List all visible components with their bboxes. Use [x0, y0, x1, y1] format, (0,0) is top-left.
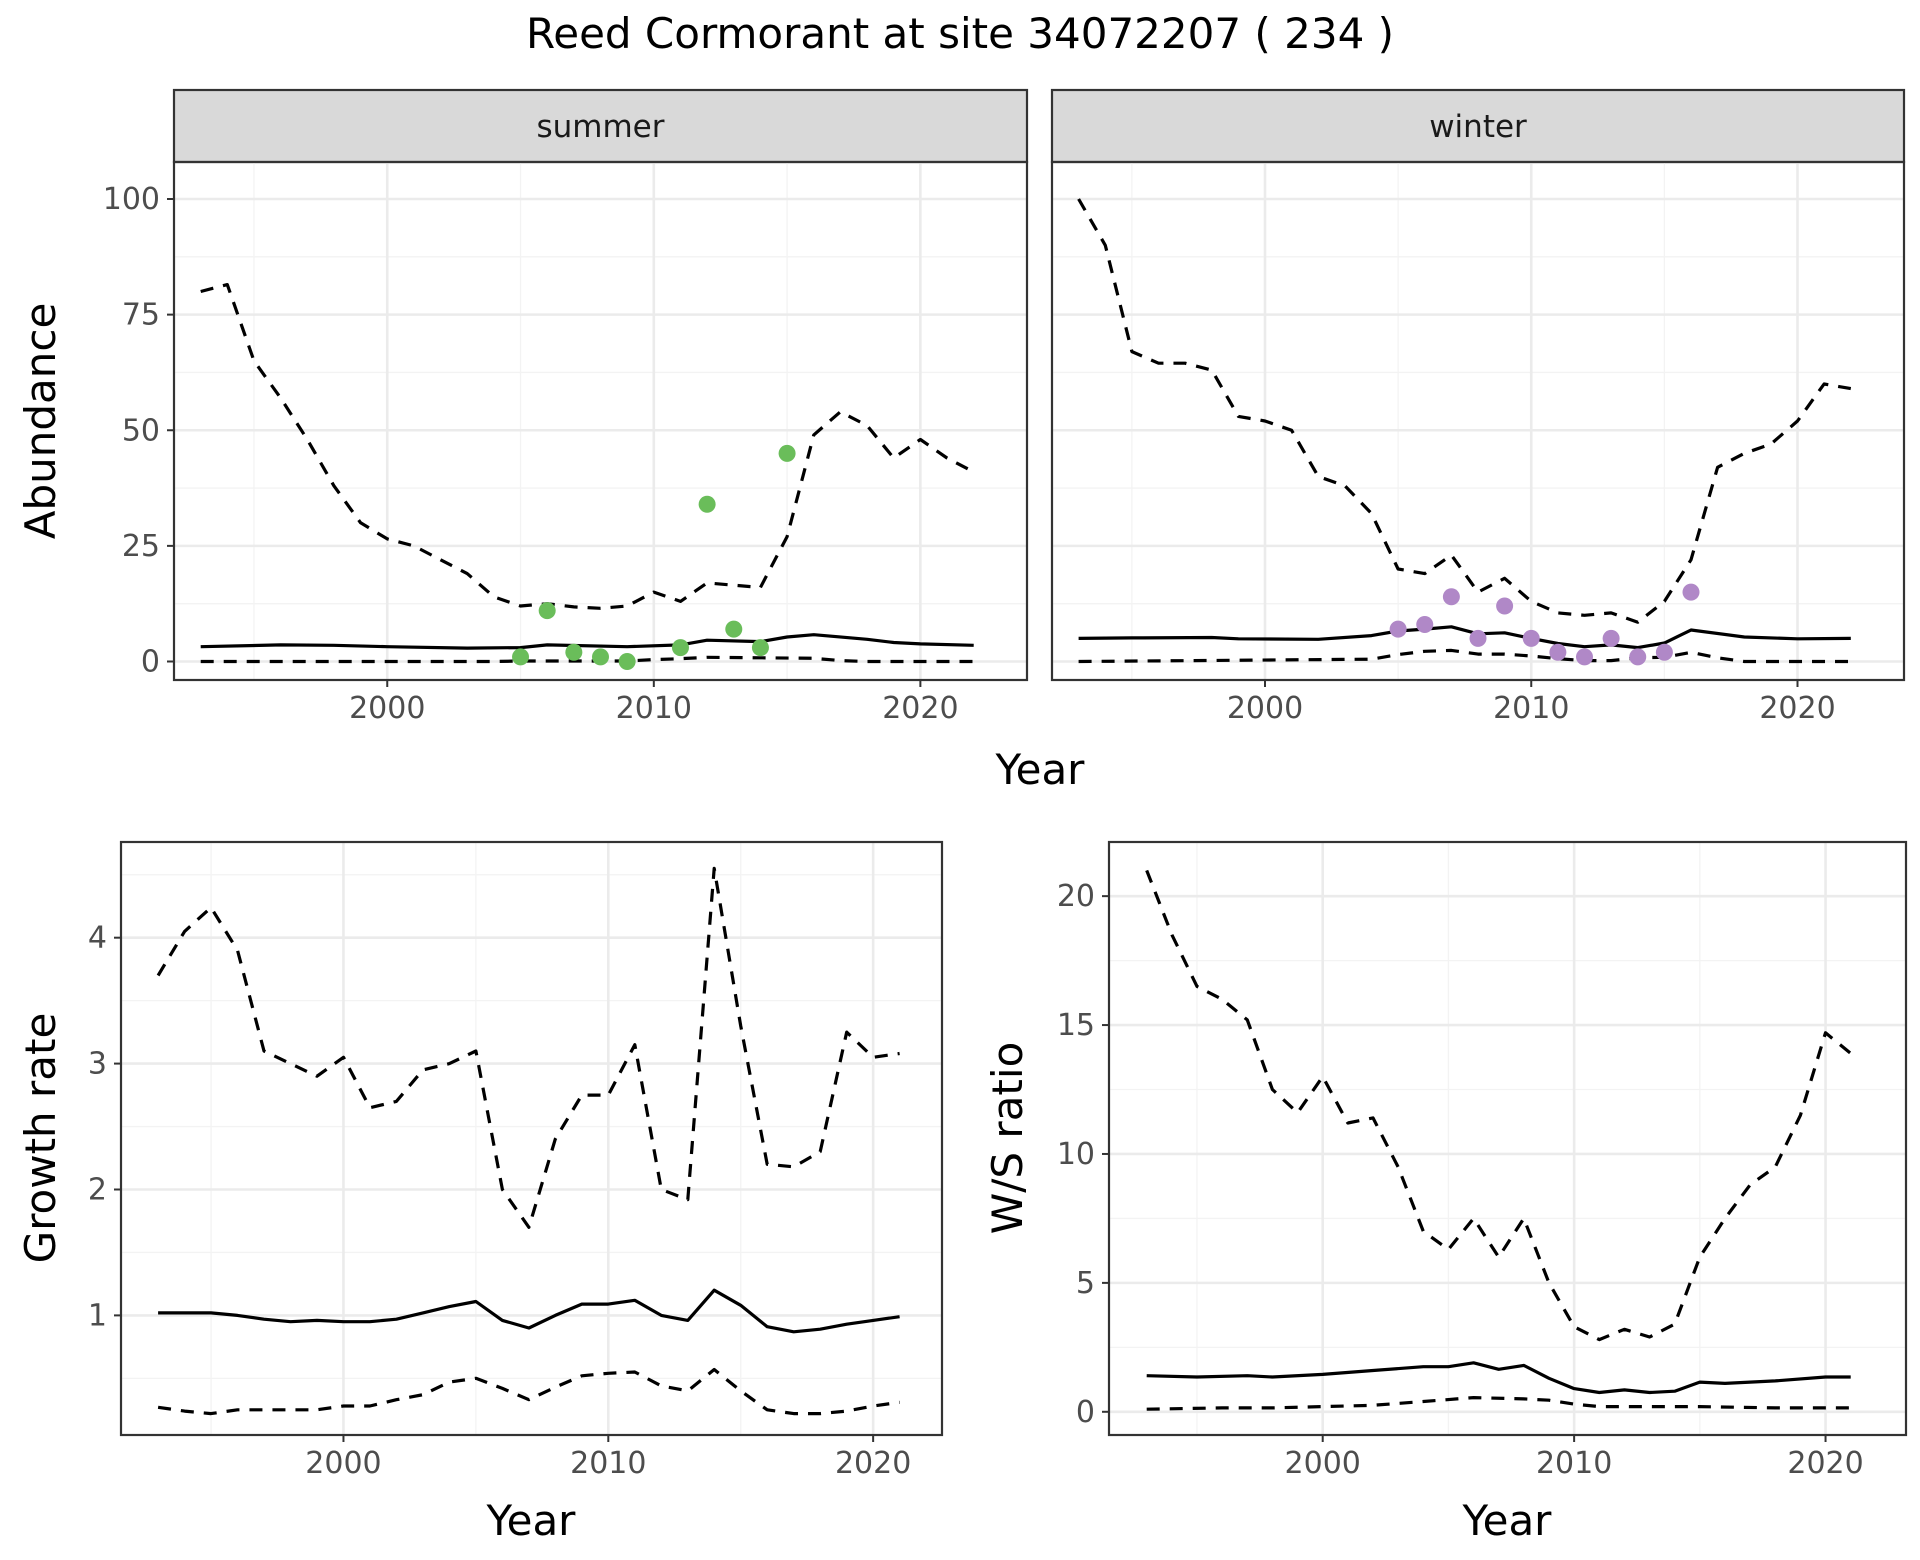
- y-tick-label: 5: [1076, 1266, 1095, 1301]
- growth-rate-chart: 2000 2010 2020 1 2 3 4 Year Growth rate: [16, 840, 944, 1545]
- data-point: [512, 648, 530, 666]
- panel-border: [1050, 160, 1906, 682]
- y-tick-label: 0: [1076, 1395, 1095, 1430]
- data-point: [1416, 616, 1434, 633]
- x-axis-title: Year: [1462, 1496, 1553, 1545]
- y-tick-label: 15: [1057, 1008, 1095, 1043]
- data-point: [618, 653, 636, 670]
- data-point: [725, 620, 743, 638]
- data-point: [671, 639, 689, 657]
- data-point: [1522, 629, 1540, 647]
- interval-line: [156, 866, 900, 1229]
- abundance-chart: summer 2000 2010 2020 0 25 50 75 100 winter 2000 20…: [16, 88, 1906, 794]
- x-axis-title: Year: [486, 1496, 577, 1545]
- x-tick-label: 2020: [835, 1446, 911, 1481]
- y-axis-title: Abundance: [16, 303, 65, 540]
- y-tick-label: 1: [88, 1298, 107, 1333]
- x-axis-title: Year: [995, 745, 1086, 794]
- data-point: [1682, 583, 1700, 601]
- x-tick-label: 2010: [1493, 691, 1569, 726]
- data-point: [1496, 597, 1514, 615]
- data-point: [565, 643, 583, 661]
- x-tick-label: 2020: [1787, 1446, 1863, 1481]
- x-tick-label: 2000: [1285, 1446, 1361, 1481]
- x-tick-label: 2020: [1759, 691, 1835, 726]
- interval-line: [1145, 869, 1852, 1342]
- x-tick-label: 2020: [882, 691, 958, 726]
- data-point: [1602, 629, 1620, 647]
- data-point: [1442, 588, 1460, 606]
- facet-panel-summer: summer 2000 2010 2020 0 25 50 75 100: [103, 88, 1029, 726]
- data-point: [538, 602, 556, 620]
- facet-strip-label: summer: [536, 109, 664, 145]
- y-tick-label: 25: [122, 529, 160, 564]
- y-tick-label: 2: [88, 1172, 107, 1207]
- data-point: [1389, 620, 1407, 638]
- interval-line: [200, 655, 974, 664]
- interval-line: [1078, 648, 1851, 664]
- y-axis-title: W/S ratio: [983, 1042, 1032, 1235]
- data-point: [751, 639, 769, 657]
- panel-border: [1107, 840, 1908, 1437]
- figure-title: Reed Cormorant at site 34072207 ( 234 ): [526, 9, 1394, 58]
- data-point: [1629, 648, 1647, 666]
- y-tick-label: 20: [1057, 879, 1095, 914]
- interval-line: [1146, 1396, 1851, 1411]
- y-tick-label: 0: [141, 645, 160, 680]
- estimate-line: [1146, 1361, 1851, 1395]
- y-tick-label: 4: [88, 921, 107, 956]
- x-tick-label: 2000: [1227, 691, 1303, 726]
- x-tick-label: 2000: [305, 1446, 381, 1481]
- facet-panel-winter: winter 2000 2010 2020: [1050, 88, 1906, 726]
- data-point: [778, 444, 796, 462]
- data-point: [1576, 648, 1593, 666]
- data-point: [1469, 629, 1487, 647]
- estimate-line: [158, 1288, 900, 1334]
- y-tick-label: 100: [103, 182, 160, 217]
- data-point: [1549, 643, 1567, 661]
- panel-border: [119, 840, 944, 1437]
- data-point: [592, 648, 609, 666]
- data-point: [1655, 643, 1673, 661]
- estimate-line: [1078, 625, 1851, 650]
- x-tick-label: 2010: [1536, 1446, 1612, 1481]
- x-tick-label: 2000: [349, 691, 425, 726]
- x-tick-label: 2010: [570, 1446, 646, 1481]
- interval-line: [157, 1367, 900, 1416]
- data-point: [698, 495, 716, 513]
- facet-strip: [172, 88, 1029, 164]
- y-axis-title: Growth rate: [16, 1013, 65, 1264]
- facet-strip-label: winter: [1429, 109, 1527, 145]
- y-tick-label: 3: [88, 1047, 107, 1082]
- y-tick-label: 10: [1057, 1137, 1095, 1172]
- y-tick-label: 50: [122, 413, 160, 448]
- ws-ratio-chart: 2000 2010 2020 0 5 10 15 20 Year W/S ratio: [983, 840, 1908, 1545]
- interval-line: [1077, 198, 1852, 624]
- panel-border: [172, 160, 1029, 682]
- y-tick-label: 75: [122, 298, 160, 333]
- x-tick-label: 2010: [616, 691, 692, 726]
